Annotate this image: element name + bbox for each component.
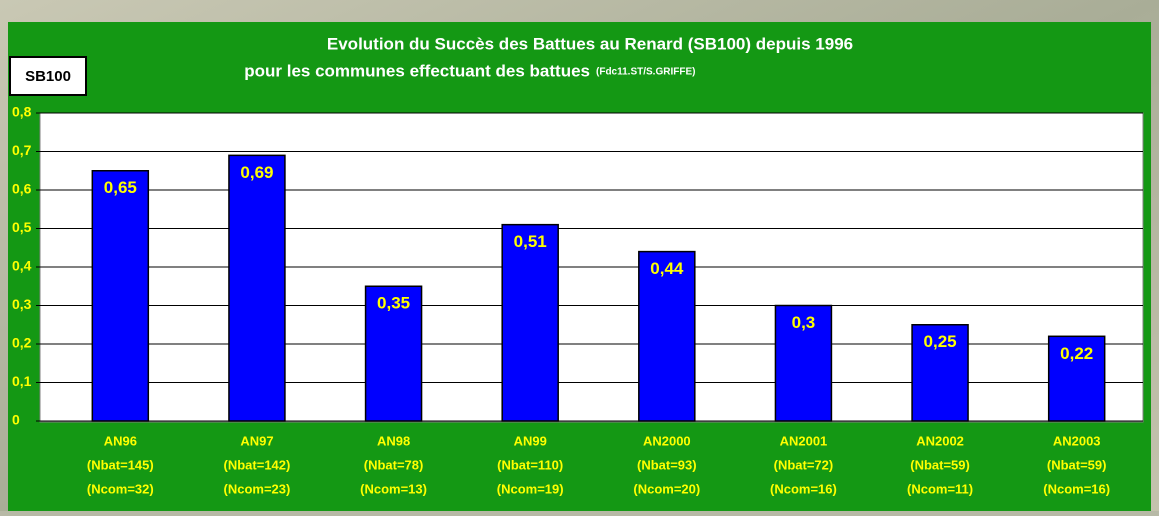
chart-title: Evolution du Succès des Battues au Renar… <box>327 34 853 53</box>
y-tick-label: 0,6 <box>12 181 32 197</box>
bar <box>502 225 558 421</box>
x-tick-label: (Ncom=23) <box>224 481 291 496</box>
y-tick-label: 0,8 <box>12 104 32 120</box>
x-tick-label: (Nbat=59) <box>1047 457 1107 472</box>
page: {"chart_data": {"type": "bar", "title": … <box>0 0 1159 511</box>
bar <box>229 155 285 421</box>
y-tick-label: 0,2 <box>12 335 32 351</box>
chart: Evolution du Succès des Battues au Renar… <box>0 0 1159 511</box>
y-tick-label: 0,3 <box>12 296 32 312</box>
bar <box>92 171 148 421</box>
y-axis-label: SB100 <box>25 68 71 85</box>
x-tick-label: (Ncom=16) <box>1043 481 1110 496</box>
x-tick-label: (Nbat=72) <box>774 457 834 472</box>
x-tick-label: (Nbat=78) <box>364 457 424 472</box>
chart-source: (Fdc11.ST/S.GRIFFE) <box>596 67 695 78</box>
x-tick-label: AN2003 <box>1053 433 1101 448</box>
x-tick-label: (Ncom=19) <box>497 481 564 496</box>
x-tick-label: AN96 <box>104 433 137 448</box>
x-tick-label: (Ncom=32) <box>87 481 154 496</box>
x-tick-label: AN97 <box>240 433 273 448</box>
value-label: 0,51 <box>514 232 547 251</box>
value-label: 0,35 <box>377 294 410 313</box>
y-tick-label: 0,1 <box>12 373 32 389</box>
x-tick-label: AN2000 <box>643 433 691 448</box>
y-tick-label: 0,4 <box>12 258 32 274</box>
x-tick-label: (Ncom=20) <box>633 481 700 496</box>
y-tick-label: 0 <box>12 412 20 428</box>
x-tick-label: (Ncom=16) <box>770 481 837 496</box>
x-tick-label: AN99 <box>514 433 547 448</box>
x-tick-label: AN2001 <box>780 433 828 448</box>
chart-subtitle: pour les communes effectuant des battues <box>244 61 590 80</box>
y-tick-label: 0,5 <box>12 219 32 235</box>
value-label: 0,44 <box>650 259 684 278</box>
x-tick-label: (Nbat=145) <box>87 457 154 472</box>
x-tick-label: (Nbat=142) <box>224 457 291 472</box>
y-tick-label: 0,7 <box>12 142 32 158</box>
value-label: 0,3 <box>792 313 816 332</box>
x-tick-label: AN2002 <box>916 433 964 448</box>
x-tick-label: (Nbat=93) <box>637 457 697 472</box>
value-label: 0,69 <box>240 163 273 182</box>
x-tick-label: AN98 <box>377 433 410 448</box>
value-label: 0,25 <box>924 332 957 351</box>
value-label: 0,22 <box>1060 344 1093 363</box>
x-tick-label: (Ncom=11) <box>907 481 973 496</box>
x-tick-label: (Nbat=110) <box>497 457 563 472</box>
value-label: 0,65 <box>104 178 137 197</box>
x-tick-label: (Ncom=13) <box>360 481 427 496</box>
x-tick-label: (Nbat=59) <box>910 457 970 472</box>
